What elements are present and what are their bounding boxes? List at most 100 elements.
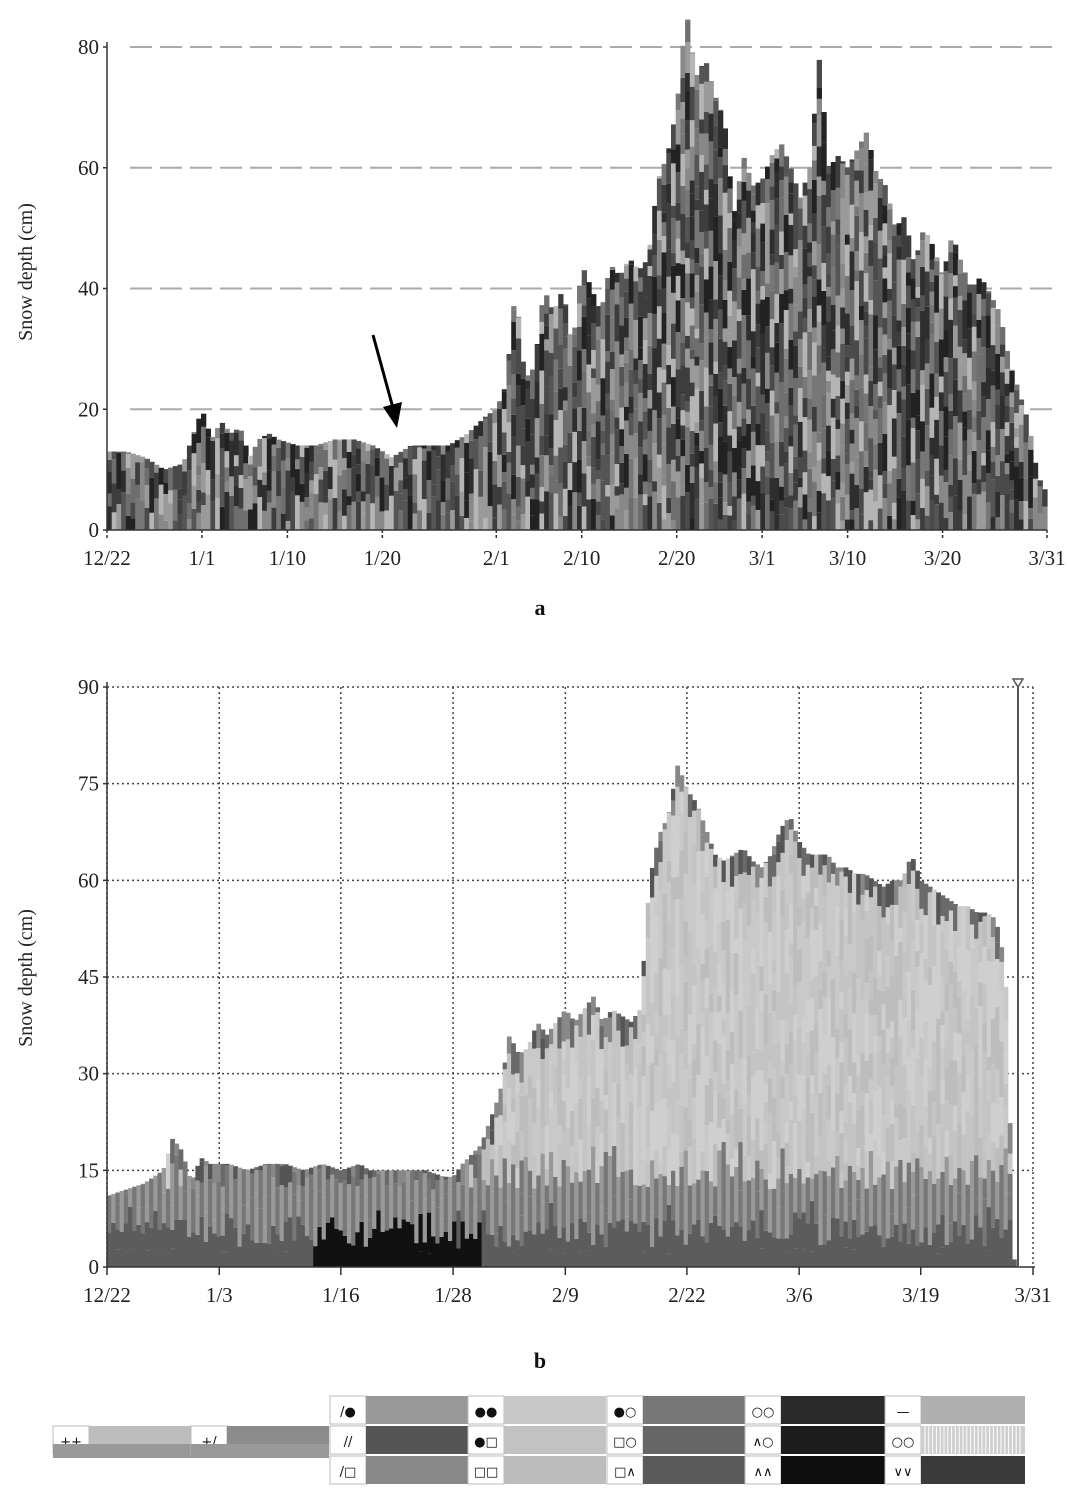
snow-layer-segment (262, 1191, 268, 1227)
snow-layer-segment (801, 1212, 807, 1250)
snow-layer-segment (742, 1037, 748, 1059)
snow-layer-segment (1014, 466, 1020, 500)
snow-layer-segment (565, 1166, 571, 1211)
snow-layer-segment (936, 1178, 941, 1225)
snow-layer-segment (944, 898, 950, 922)
snow-layer-segment (760, 394, 766, 413)
snow-layer-segment (689, 180, 696, 194)
snow-layer-segment (376, 1253, 382, 1267)
snow-layer-segment (671, 205, 677, 218)
snow-layer-segment (863, 209, 869, 237)
snow-layer-segment (558, 516, 564, 530)
snow-layer-segment (130, 479, 136, 503)
snow-layer-segment (805, 937, 811, 981)
snow-layer-segment (750, 1094, 756, 1140)
snow-layer-segment (772, 1252, 777, 1267)
snow-layer-segment (654, 1163, 659, 1179)
snow-layer-segment (603, 1095, 609, 1110)
snow-layer-segment (645, 1105, 651, 1148)
snow-layer-segment (609, 399, 616, 411)
snow-layer-segment (675, 765, 681, 787)
snow-layer-segment (401, 1170, 407, 1183)
snow-layer-segment (645, 1064, 651, 1106)
snow-layer-segment (699, 420, 705, 431)
snow-layer-segment (271, 1163, 276, 1178)
snow-layer-segment (742, 1223, 748, 1241)
snow-layer-segment (936, 1224, 941, 1254)
snow-layer-segment (873, 1036, 878, 1053)
snow-layer-segment (607, 1155, 613, 1202)
snow-layer-segment (139, 456, 146, 463)
snow-layer-segment (721, 1097, 727, 1120)
snow-layer-segment (658, 862, 664, 890)
snow-layer-segment (163, 482, 169, 494)
snow-layer-segment (822, 896, 828, 934)
snow-layer-segment (694, 422, 700, 433)
snow-layer-segment (849, 162, 855, 190)
snow-layer-segment (468, 493, 475, 521)
snow-layer-segment (581, 441, 587, 474)
snow-layer-segment (323, 449, 329, 471)
snow-layer-segment (586, 466, 592, 500)
snow-layer-segment (793, 1212, 798, 1249)
snow-layer-segment (995, 325, 1001, 354)
snow-layer-segment (692, 1183, 697, 1225)
snow-layer-segment (262, 1226, 268, 1244)
snow-layer-segment (868, 381, 874, 407)
snow-layer-segment (934, 458, 940, 495)
snow-layer-segment (822, 1171, 828, 1216)
snow-layer-segment (586, 1153, 592, 1170)
snow-layer-segment (679, 1191, 685, 1230)
snow-layer-segment (809, 1030, 815, 1076)
snow-layer-segment (957, 310, 963, 347)
snow-layer-segment (220, 1163, 226, 1187)
snow-layer-segment (990, 1103, 996, 1142)
snow-layer-segment (809, 931, 815, 980)
snow-layer-segment (919, 1242, 925, 1267)
snow-layer-segment (511, 309, 517, 322)
snow-layer-segment (262, 1243, 268, 1267)
snow-layer-segment (835, 1028, 840, 1058)
snow-layer-segment (600, 480, 606, 520)
snow-layer-segment (843, 1039, 849, 1085)
snow-layer-segment (506, 1182, 512, 1217)
snow-layer-segment (649, 1063, 655, 1111)
snow-layer-segment (502, 1104, 508, 1122)
snow-layer-segment (652, 234, 658, 256)
snow-layer-segment (765, 166, 771, 180)
snow-layer-segment (498, 1115, 504, 1145)
snow-layer-segment (1000, 428, 1006, 462)
snow-layer-segment (718, 275, 724, 310)
snow-layer-segment (877, 381, 884, 397)
snow-layer-segment (901, 280, 907, 304)
snow-layer-segment (826, 901, 832, 951)
snow-layer-segment (826, 882, 832, 902)
snow-layer-segment (557, 1048, 563, 1096)
snow-layer-segment (662, 894, 668, 908)
snow-layer-segment (624, 1106, 630, 1156)
snow-layer-segment (177, 499, 183, 515)
snow-layer-segment (877, 258, 884, 298)
snow-layer-segment (783, 427, 790, 452)
snow-layer-segment (708, 1012, 714, 1047)
snow-layer-segment (317, 1164, 323, 1170)
snow-layer-segment (692, 885, 697, 915)
snow-layer-segment (468, 520, 475, 530)
snow-layer-segment (915, 255, 921, 288)
snow-layer-segment (944, 1011, 950, 1041)
snow-layer-segment (999, 961, 1005, 991)
panel-a-axes (106, 42, 1047, 531)
snow-layer-segment (927, 1091, 933, 1138)
snow-layer-segment (666, 427, 672, 464)
snow-layer-segment (107, 451, 113, 460)
snow-layer-segment (208, 1163, 213, 1180)
snow-layer-segment (666, 249, 672, 277)
snow-layer-segment (628, 497, 634, 530)
snow-layer-segment (530, 515, 536, 530)
snow-layer-segment (671, 1197, 676, 1221)
snow-layer-segment (1003, 1058, 1009, 1084)
snow-layer-segment (877, 1035, 883, 1052)
snow-layer-segment (881, 1064, 887, 1100)
snow-layer-segment (847, 1117, 853, 1166)
